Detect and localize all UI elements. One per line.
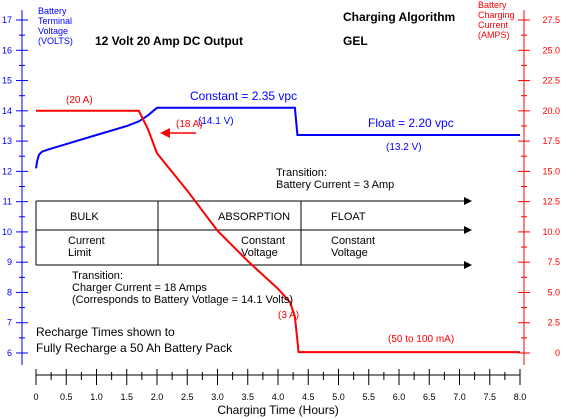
phase-mode-label: Limit [68,247,91,259]
float-vpc-label: Float = 2.20 vpc [368,116,454,130]
constant-vpc-label: Constant = 2.35 vpc [190,89,297,103]
left-axis-title-line: Battery [38,6,67,16]
recharge-note-line: Fully Recharge a 50 Ah Battery Pack [36,341,233,355]
right-axis-title-line: Battery [478,0,507,10]
chart-subtitle: 12 Volt 20 Amp DC Output [95,34,243,48]
x-tick-label: 4.0 [272,392,285,402]
right-y-tick-label: 12.5 [542,197,560,207]
x-tick-label: 1.0 [90,392,103,402]
phase-arrow-head [464,261,472,269]
left-y-tick-label: 15 [2,76,12,86]
right-y-tick-label: 25.0 [542,45,560,55]
phase-mode-label: Current [68,235,105,247]
current-ma-label: (50 to 100 mA) [388,334,454,345]
left-y-tick-label: 12 [2,166,12,176]
x-tick-label: 6.0 [393,392,406,402]
x-tick-label: 0 [33,392,38,402]
v-14-1-label: (14.1 V) [198,116,234,127]
phase-mode-label: Constant [331,235,375,247]
left-y-tick-label: 11 [3,197,12,207]
left-y-tick-label: 7 [7,318,12,328]
right-y-tick-label: 7.5 [547,257,560,267]
transition-3a-line: Battery Current = 3 Amp [276,179,394,191]
x-tick-label: 6.5 [423,392,436,402]
battery-type-label: GEL [343,34,368,48]
arrow-18a [160,128,196,138]
phase-mode-label: Voltage [241,247,278,259]
right-y-tick-label: 15.0 [542,166,560,176]
transition-18a-line: Charger Current = 18 Amps [72,282,207,294]
right-y-tick-label: 20.0 [542,106,560,116]
transition-3a-line: Transition: [276,167,327,179]
right-y-tick-label: 10.0 [542,227,560,237]
left-y-tick-label: 16 [2,45,12,55]
left-y-tick-label: 8 [7,287,12,297]
v-13-2-label: (13.2 V) [386,142,422,153]
voltage-curve [35,106,520,169]
x-tick-label: 7.0 [453,392,466,402]
right-y-tick-label: 2.5 [547,318,560,328]
left-y-tick-label: 17 [2,15,12,25]
left-y-tick-label: 9 [7,257,12,267]
x-tick-label: 2.5 [181,392,194,402]
arrow-18a-head [160,128,170,138]
chart-title: Charging Algorithm [343,10,455,24]
x-axis-title: Charging Time (Hours) [217,403,338,417]
left-axis-title: Battery Terminal Voltage (VOLTS) [38,6,73,46]
left-axis-title-line: Terminal [38,16,72,26]
right-axis-title: Battery Charging Current (AMPS) [478,0,515,40]
right-y-tick-label: 0 [555,348,560,358]
transition-box [270,164,420,198]
right-y-tick-label: 5.0 [547,287,560,297]
left-y-tick-label: 10 [2,227,12,237]
phase-bulk-label: BULK [70,211,99,223]
transition-18a-line: Transition: [72,270,123,282]
left-axis-title-line: (VOLTS) [38,36,73,46]
x-tick-label: 1.5 [120,392,133,402]
x-tick-label: 4.5 [302,392,315,402]
x-tick-label: 3.0 [211,392,224,402]
left-y-tick-label: 6 [7,348,12,358]
left-y-tick-label: 14 [2,106,12,116]
current-3a-label: (3 A) [278,310,299,321]
x-tick-label: 8.0 [514,392,527,402]
phase-float-label: FLOAT [331,211,366,223]
right-y-tick-label: 27.5 [542,15,560,25]
phase-mode-label: Constant [241,235,285,247]
x-tick-label: 7.5 [483,392,496,402]
phase-arrow-head [464,226,472,234]
x-tick-label: 5.5 [362,392,375,402]
current-20a-label: (20 A) [66,95,93,106]
right-axis-title-line: Charging [478,10,515,20]
current-curve [36,109,520,354]
right-axis-title-line: (AMPS) [478,30,510,40]
x-tick-label: 0.5 [60,392,73,402]
left-axis-title-line: Voltage [38,26,68,36]
x-tick-label: 3.5 [241,392,254,402]
current-18a-label: (18 A) [176,119,203,130]
phase-mode-label: Voltage [331,247,368,259]
transition-18a-line: (Corresponds to Battery Votlage = 14.1 V… [72,294,293,306]
right-axis-title-line: Current [478,20,509,30]
recharge-note-line: Recharge Times shown to [36,325,175,339]
phase-absorption-label: ABSORPTION [218,211,290,223]
phase-table [35,197,472,269]
right-y-tick-label: 22.5 [542,76,560,86]
x-tick-label: 2.0 [151,392,164,402]
right-y-tick-label: 17.5 [542,136,560,146]
left-y-tick-label: 13 [2,136,12,146]
x-tick-label: 5.0 [332,392,345,402]
phase-arrow-head [464,197,472,205]
